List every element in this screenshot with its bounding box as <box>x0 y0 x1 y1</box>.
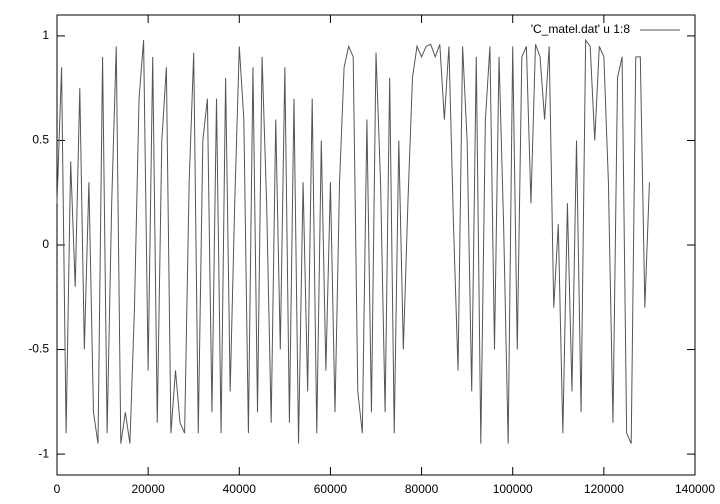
y-tick-label: -0.5 <box>28 342 49 356</box>
y-tick-label: 0.5 <box>32 133 49 147</box>
legend-label: 'C_matel.dat' u 1:8 <box>531 22 631 36</box>
y-tick-label: 0 <box>42 237 49 251</box>
x-tick-label: 120000 <box>584 482 624 496</box>
y-tick-label: -1 <box>38 446 49 460</box>
x-tick-label: 20000 <box>131 482 165 496</box>
x-tick-label: 140000 <box>675 482 715 496</box>
x-tick-label: 80000 <box>405 482 439 496</box>
data-line <box>56 38 650 444</box>
x-tick-label: 0 <box>54 482 61 496</box>
y-tick-label: 1 <box>42 28 49 42</box>
x-tick-label: 40000 <box>223 482 257 496</box>
x-tick-label: 100000 <box>493 482 533 496</box>
x-tick-label: 60000 <box>314 482 348 496</box>
